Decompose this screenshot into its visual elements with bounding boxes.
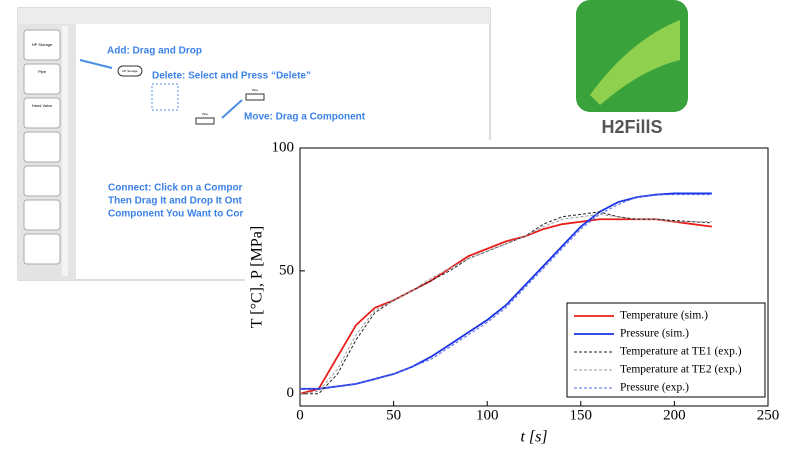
legend-label: Temperature at TE1 (exp.) [620, 346, 742, 358]
legend-label: Temperature at TE2 (exp.) [620, 364, 742, 376]
component[interactable] [246, 94, 264, 100]
component-label: Pipe [202, 112, 208, 116]
y-tick-label: 50 [279, 262, 294, 278]
component[interactable] [196, 118, 214, 124]
legend-label: Temperature (sim.) [620, 310, 708, 322]
component-label: HP Storage [122, 69, 138, 73]
palette-label: Pipe [38, 69, 47, 74]
legend-label: Pressure (exp.) [620, 382, 689, 394]
y-axis-label: T [°C], P [MPa] [249, 226, 266, 328]
composite: HP Storage Pipe Hand Valve HP Storage Pi… [0, 0, 788, 449]
x-tick-label: 100 [476, 407, 499, 423]
x-axis-label: t [s] [520, 429, 547, 446]
component-label: Pipe [252, 88, 258, 92]
instruction: Move: Drag a Component [244, 112, 366, 123]
scrollbar [62, 26, 68, 276]
instruction: Add: Drag and Drop [107, 46, 202, 57]
palette-item[interactable] [24, 200, 60, 230]
instruction: Connect: Click on a Compor [108, 183, 243, 194]
y-tick-label: 100 [272, 139, 295, 155]
palette-label: HP Storage [32, 42, 53, 47]
menu-bar [18, 8, 490, 24]
page: HP Storage Pipe Hand Valve HP Storage Pi… [0, 0, 788, 449]
legend-label: Pressure (sim.) [620, 328, 689, 340]
instruction: Then Drag It and Drop It Ont [108, 196, 243, 207]
x-tick-label: 250 [757, 407, 780, 423]
palette-item[interactable] [24, 166, 60, 196]
x-tick-label: 50 [386, 407, 401, 423]
palette-item[interactable] [24, 132, 60, 162]
y-tick-label: 0 [287, 385, 295, 401]
x-tick-label: 0 [296, 407, 304, 423]
x-tick-label: 150 [570, 407, 593, 423]
palette-item[interactable] [24, 234, 60, 264]
palette-label: Hand Valve [32, 103, 53, 108]
x-tick-label: 200 [663, 407, 686, 423]
logo-text: H2FillS [601, 117, 662, 137]
instruction: Delete: Select and Press “Delete” [152, 71, 311, 82]
instruction: Component You Want to Cor [108, 209, 243, 220]
